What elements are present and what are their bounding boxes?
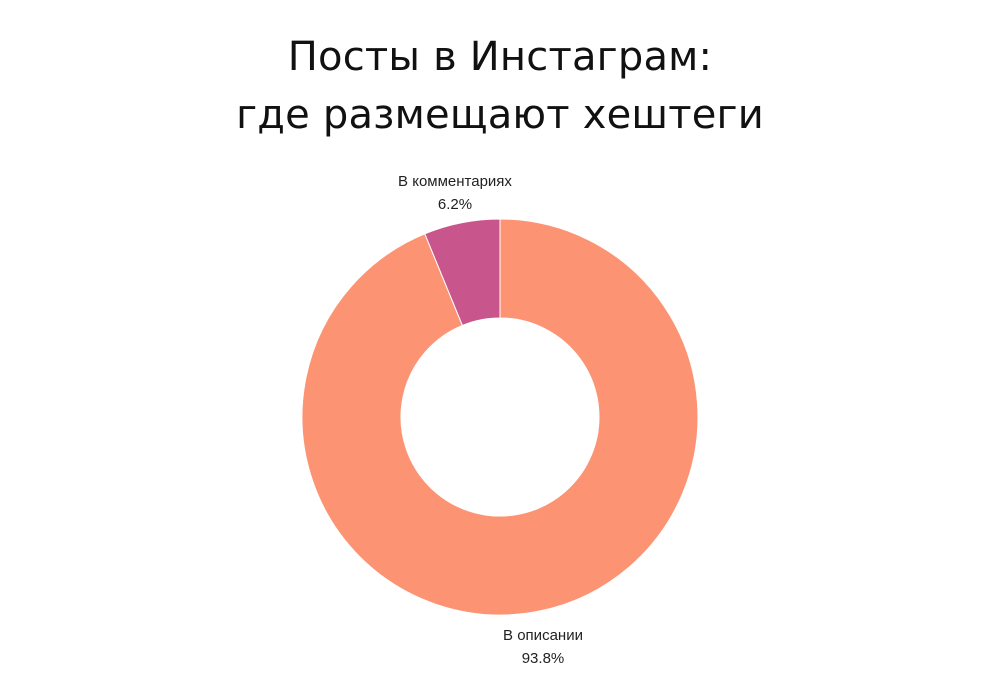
donut-slice-1 [301,218,699,616]
slice-label-1: В описании [503,627,583,644]
donut-labels: В описании 93.8% В комментариях 6.2% [398,173,583,667]
slice-value-label-2: 6.2% [438,196,472,213]
slice-label-2: В комментариях [398,173,512,190]
chart-title-line-1: Посты в Инстаграм: [287,34,713,80]
donut-slice-2 [424,218,501,327]
donut-slices [301,218,699,616]
chart-title-line-2: где размещают хештеги [236,92,764,138]
slice-value-label-1: 93.8% [522,650,565,667]
chart-title: Посты в Инстаграм: где размещают хештеги [0,28,1000,144]
